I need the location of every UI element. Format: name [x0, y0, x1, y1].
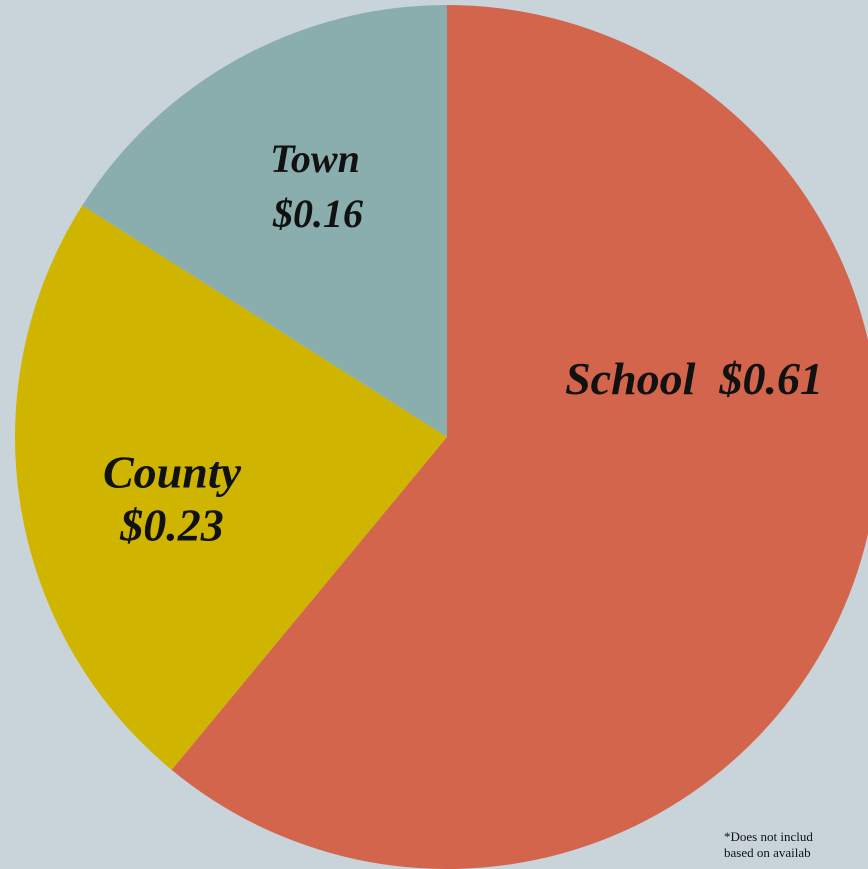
- slice-label: School $0.61: [565, 353, 823, 404]
- category-label: School: [565, 353, 696, 404]
- pie-slice: [82, 5, 447, 437]
- footnote: *Does not includ: [724, 829, 813, 844]
- pie-slice: [15, 205, 447, 770]
- slices: [15, 5, 868, 869]
- value-label: $0.23: [119, 500, 224, 551]
- category-label: Town: [270, 136, 360, 181]
- footnote: based on availab: [724, 845, 811, 860]
- value-label: $0.61: [718, 353, 823, 404]
- category-label: County: [103, 447, 242, 498]
- value-label: $0.16: [272, 191, 363, 236]
- pie-slice: [171, 5, 868, 869]
